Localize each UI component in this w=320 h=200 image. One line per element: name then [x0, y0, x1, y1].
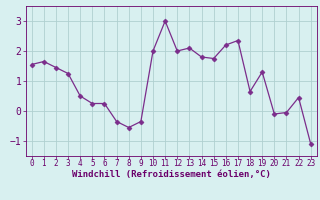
X-axis label: Windchill (Refroidissement éolien,°C): Windchill (Refroidissement éolien,°C) — [72, 170, 271, 179]
